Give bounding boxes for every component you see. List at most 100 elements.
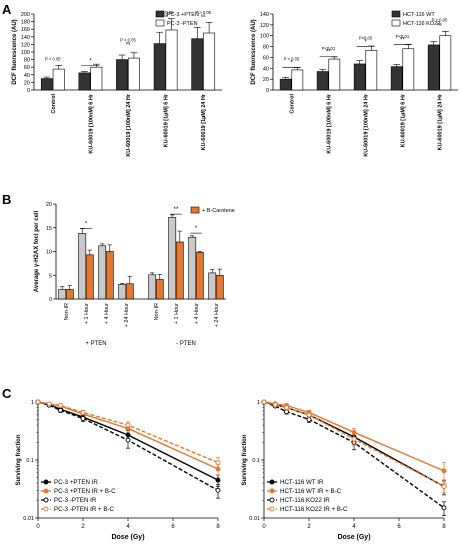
x-tick-label: 0 xyxy=(36,524,40,530)
x-tick-label: KU-60019 [100nM] 6 Hr xyxy=(327,93,333,153)
y-tick-label: 15 xyxy=(46,226,52,232)
legend-marker xyxy=(43,497,49,503)
legend-label: HCT-116 WT IR xyxy=(280,479,324,486)
data-point-1-5 xyxy=(441,468,447,474)
legend-label: PC-3 -PTEN IR + B-C xyxy=(54,506,115,513)
y-tick-label: 160 xyxy=(21,27,30,33)
y-tick-label: 120 xyxy=(260,23,269,29)
legend-swatch xyxy=(155,10,165,18)
annotation-text: ** xyxy=(400,38,405,44)
y-tick-label: 120 xyxy=(21,42,30,48)
bar-0-2 xyxy=(116,59,129,91)
x-tick-label: + 1 Hour xyxy=(174,303,180,324)
y-tick-label: 20 xyxy=(263,77,269,83)
y-tick-label: 100 xyxy=(260,34,269,40)
x-tick-label: + 1 Hour xyxy=(84,303,90,324)
bar-0-4 xyxy=(427,44,440,91)
bar-0-1 xyxy=(78,72,91,91)
bar-0-2 xyxy=(98,245,107,300)
y-tick-label: 0 xyxy=(49,297,52,303)
y-tick-label: 0.01 xyxy=(249,516,260,522)
annotation-text: ns xyxy=(163,13,167,18)
bar-0-1 xyxy=(78,233,87,300)
legend-marker xyxy=(43,488,49,494)
chart-c-right: 0.01 0.1 1 Surviving fraction 0 2 4 6 8 Dose (Gy)… xyxy=(242,399,447,541)
legend-marker xyxy=(269,497,275,503)
data-point-3-4 xyxy=(351,436,357,442)
y-axis-label: Surviving fraction xyxy=(16,434,22,485)
y-axis-label: DCF fluorescence (AU) xyxy=(251,19,257,84)
legend-label: HCT-116 WT IR + B-C xyxy=(280,488,342,495)
legend-label: PC-3 -PTEN IR xyxy=(54,497,97,504)
x-tick-label: 8 xyxy=(216,524,220,530)
data-point-3-1 xyxy=(46,401,52,407)
data-point-3-2 xyxy=(58,403,63,408)
y-tick-label: 0.01 xyxy=(23,516,34,522)
y-tick-label: 0 xyxy=(27,88,30,94)
data-point-3-2 xyxy=(284,405,289,411)
y-tick-label: 80 xyxy=(263,45,269,51)
bar-0-1 xyxy=(316,71,329,91)
y-tick-label: 0.1 xyxy=(252,458,260,464)
x-tick-label: + 24 Hour xyxy=(214,303,220,327)
x-tick-label: KU-60019 [100nM] 24 Hr xyxy=(364,93,370,157)
x-tick-label: Non-IR xyxy=(154,303,160,320)
x-tick-label: 4 xyxy=(126,524,130,530)
bar-0-7 xyxy=(208,272,217,300)
y-tick-label: 5 xyxy=(49,273,52,279)
legend-label: HCT-116 WT xyxy=(403,12,435,18)
data-point-2-4 xyxy=(125,437,131,443)
data-point-2-2 xyxy=(284,409,289,415)
bar-1-0 xyxy=(65,289,74,300)
data-point-3-5 xyxy=(215,460,221,466)
chart-c-left: 0.01 0.1 1 Surviving fraction 0 2 4 6 8 Dose (Gy)… xyxy=(16,399,221,541)
x-tick-label: + 4 Hour xyxy=(104,303,110,324)
bar-0-0 xyxy=(58,289,67,300)
annotation-text: P > 0.05 xyxy=(195,10,211,15)
bar-1-0 xyxy=(52,68,65,91)
annotation-text: * xyxy=(364,39,367,45)
legend-marker xyxy=(43,479,49,485)
legend-marker xyxy=(43,506,49,512)
legend-label: PC-3 +PTEN xyxy=(167,12,199,18)
x-tick-label: KU-60019 [1µM] 24 Hr xyxy=(438,93,444,150)
y-axis-label: Surviving fraction xyxy=(242,434,248,485)
x-tick-label: 2 xyxy=(307,524,311,530)
bar-0-5 xyxy=(168,217,177,300)
x-tick-label: Control xyxy=(290,94,296,114)
x-tick-label: 6 xyxy=(397,524,401,530)
bar-0-3 xyxy=(153,43,166,91)
bar-1-1 xyxy=(90,66,103,91)
x-tick-label: + 24 Hour xyxy=(124,303,130,327)
bar-0-0 xyxy=(40,78,53,91)
legend-label: PC-3 +PTEN IR xyxy=(54,479,98,486)
data-point-2-5 xyxy=(441,505,447,511)
bar-1-4 xyxy=(203,32,216,91)
y-tick-label: 80 xyxy=(24,58,30,64)
bar-1-5 xyxy=(175,241,184,300)
data-point-2-5 xyxy=(215,487,221,493)
x-tick-label: 8 xyxy=(442,524,446,530)
annotation-text: P < 0.05 xyxy=(120,37,136,42)
x-tick-label: KU-60019 [1µM] 24 Hr xyxy=(201,93,207,150)
panel-label-a: A xyxy=(2,2,12,17)
chart-b: 0 5 10 15 20 Average γ-H2AX foci per cell Non-… xyxy=(34,202,235,347)
bar-1-7 xyxy=(215,274,224,300)
y-tick-label: 0 xyxy=(266,88,269,94)
x-axis-label: Dose (Gy) xyxy=(337,534,370,541)
x-tick-label: 4 xyxy=(352,524,356,530)
data-point-0-5 xyxy=(215,477,221,483)
bar-1-3 xyxy=(125,283,134,300)
annotation-text: ns xyxy=(437,21,441,26)
y-tick-label: 40 xyxy=(24,73,30,79)
annotation-text: P < 0.05 xyxy=(45,56,61,61)
x-tick-label: 6 xyxy=(171,524,175,530)
legend-marker xyxy=(269,488,275,494)
legend-marker xyxy=(269,479,275,485)
x-tick-label: Control xyxy=(51,94,57,114)
y-tick-label: 0.1 xyxy=(26,458,34,464)
bar-0-3 xyxy=(118,283,127,300)
panel-label-c: C xyxy=(2,386,12,401)
annotation-text: P > 0.05 xyxy=(432,18,448,23)
